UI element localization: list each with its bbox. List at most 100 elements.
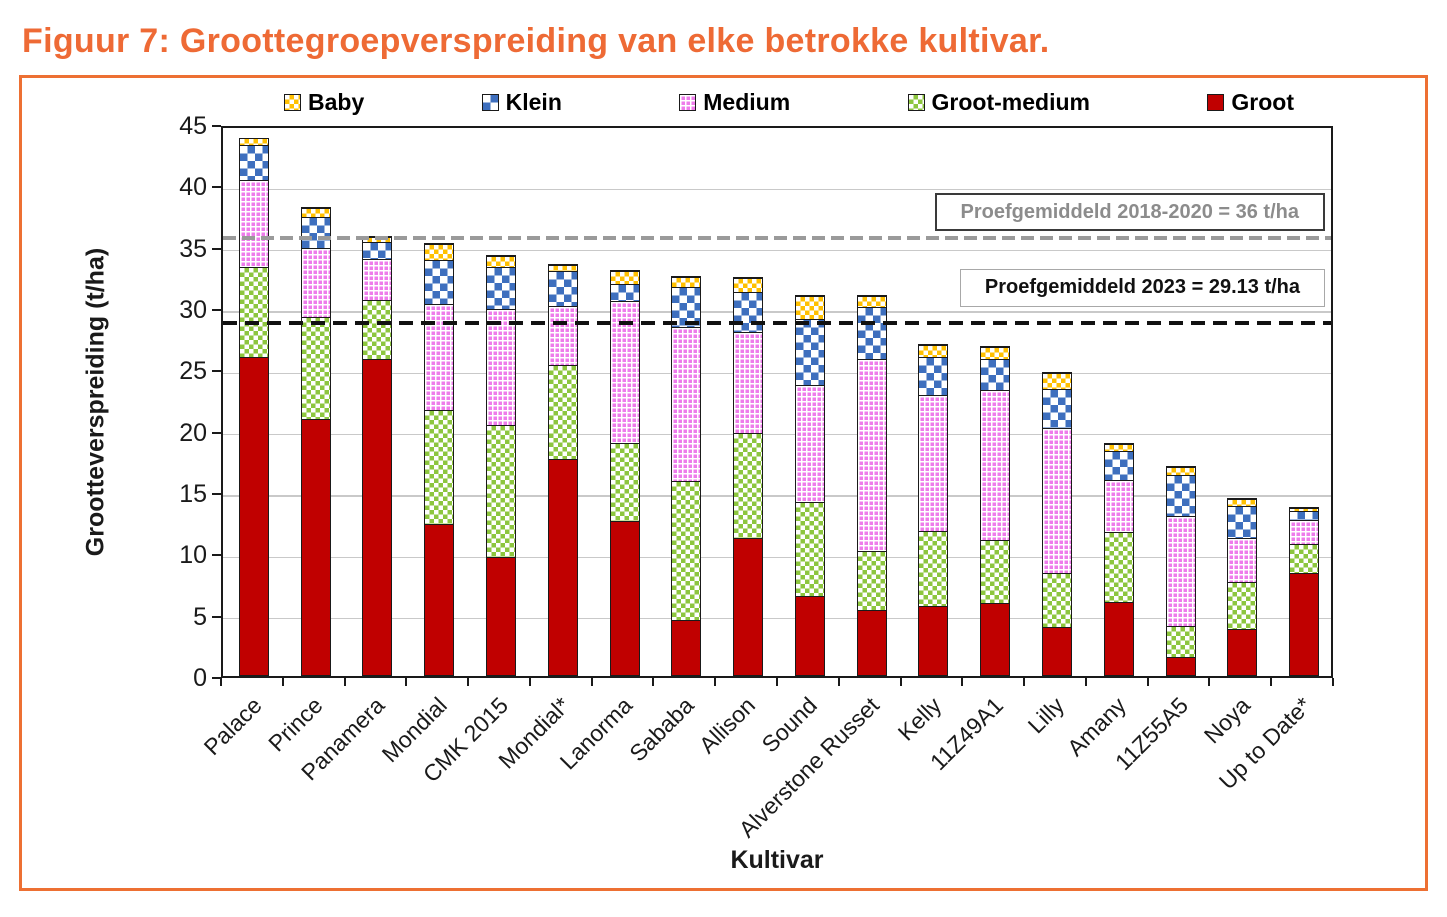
segment-klein — [301, 216, 330, 248]
gridline — [223, 617, 1331, 620]
segment-groot — [548, 458, 577, 675]
x-tick-mark — [714, 678, 717, 686]
segment-groot-medium — [1104, 531, 1133, 603]
segment-klein — [425, 259, 454, 304]
segment-groot — [239, 357, 268, 675]
x-category-label: Kelly — [892, 692, 946, 746]
segment-baby — [672, 277, 701, 287]
segment-klein — [1290, 511, 1319, 520]
bar-noya — [1227, 498, 1258, 676]
bar-11z49a1 — [980, 346, 1011, 676]
bar-sound — [794, 294, 825, 676]
legend-swatch-icon — [907, 94, 925, 111]
y-tick-mark — [212, 125, 221, 127]
x-tick-mark — [281, 678, 284, 686]
x-axis-title: Kultivar — [730, 846, 824, 874]
segment-groot-medium — [672, 480, 701, 621]
segment-groot-medium — [363, 300, 392, 359]
x-tick-mark — [1084, 678, 1087, 686]
segment-groot — [1228, 628, 1257, 675]
segment-medium — [363, 258, 392, 301]
gridline — [223, 188, 1331, 191]
legend-label: Klein — [505, 89, 562, 115]
segment-groot-medium — [1228, 581, 1257, 629]
gridline — [223, 311, 1331, 313]
segment-medium — [548, 306, 577, 365]
segment-groot — [857, 610, 886, 675]
reference-line-29.13 — [223, 320, 1331, 325]
figure-title: Figuur 7: Groottegroepverspreiding van e… — [22, 22, 1050, 60]
segment-groot — [425, 523, 454, 675]
bar-up-to-date- — [1289, 506, 1320, 676]
segment-groot-medium — [734, 433, 763, 539]
segment-groot-medium — [239, 266, 268, 358]
segment-baby — [919, 344, 948, 357]
segment-groot-medium — [301, 317, 330, 419]
x-category-label: Allison — [694, 692, 761, 759]
x-tick-mark — [1332, 678, 1334, 686]
segment-baby — [548, 264, 577, 271]
segment-groot-medium — [1166, 626, 1195, 657]
segment-medium — [1104, 480, 1133, 532]
bar-alverstone-russet — [856, 294, 887, 676]
segment-groot — [919, 605, 948, 675]
segment-groot — [1104, 602, 1133, 675]
segment-klein — [239, 144, 268, 181]
y-tick-mark — [212, 677, 221, 679]
legend-item-medium: Medium — [679, 89, 790, 116]
gridline — [223, 372, 1331, 375]
segment-baby — [239, 138, 268, 145]
segment-baby — [301, 208, 330, 217]
bar-allison — [733, 277, 764, 676]
segment-klein — [548, 270, 577, 307]
segment-medium — [981, 389, 1010, 540]
segment-groot-medium — [1043, 572, 1071, 628]
reference-label-36: Proefgemiddeld 2018-2020 = 36 t/ha — [934, 193, 1325, 232]
bar-palace — [238, 137, 269, 676]
y-tick-label: 15 — [179, 480, 207, 508]
y-axis-title: Grootteverspreiding (t/ha) — [81, 247, 110, 557]
x-tick-mark — [899, 678, 902, 686]
x-tick-mark — [961, 678, 964, 686]
y-tick-label: 5 — [193, 602, 207, 631]
segment-medium — [919, 394, 948, 532]
segment-medium — [734, 332, 763, 434]
x-category-label: Palace — [198, 692, 267, 761]
segment-baby — [795, 295, 824, 319]
segment-baby — [1228, 499, 1257, 507]
gridline — [223, 556, 1331, 559]
segment-groot — [1043, 627, 1071, 675]
bar-lanorma — [609, 269, 640, 676]
x-tick-mark — [1270, 678, 1273, 686]
segment-klein — [981, 359, 1010, 390]
segment-groot-medium — [1290, 544, 1319, 574]
y-tick-label: 25 — [179, 357, 207, 386]
segment-medium — [239, 180, 268, 267]
legend-swatch-icon — [284, 94, 301, 111]
legend-swatch-icon — [679, 94, 697, 111]
y-tick-mark — [212, 370, 221, 373]
segment-medium — [487, 308, 515, 425]
y-tick-mark — [212, 431, 221, 434]
segment-groot — [610, 521, 639, 675]
segment-klein — [734, 291, 763, 333]
bar-kelly — [918, 343, 949, 676]
segment-baby — [1043, 372, 1071, 389]
x-tick-mark — [652, 678, 655, 686]
x-category-label: Sababa — [624, 692, 699, 767]
segment-medium — [857, 358, 886, 551]
segment-klein — [1104, 451, 1133, 481]
segment-groot — [1166, 656, 1195, 675]
legend-item-groot: Groot — [1207, 89, 1294, 116]
segment-baby — [1290, 507, 1319, 512]
bar-lilly — [1042, 371, 1072, 676]
y-tick-mark — [212, 615, 221, 618]
x-category-label: Lilly — [1022, 692, 1070, 739]
segment-medium — [1166, 515, 1195, 627]
x-tick-mark — [220, 678, 222, 686]
segment-groot-medium — [981, 539, 1010, 604]
segment-klein — [795, 318, 824, 385]
y-tick-label: 35 — [179, 234, 207, 263]
x-tick-mark — [467, 678, 470, 686]
segment-groot-medium — [857, 550, 886, 611]
